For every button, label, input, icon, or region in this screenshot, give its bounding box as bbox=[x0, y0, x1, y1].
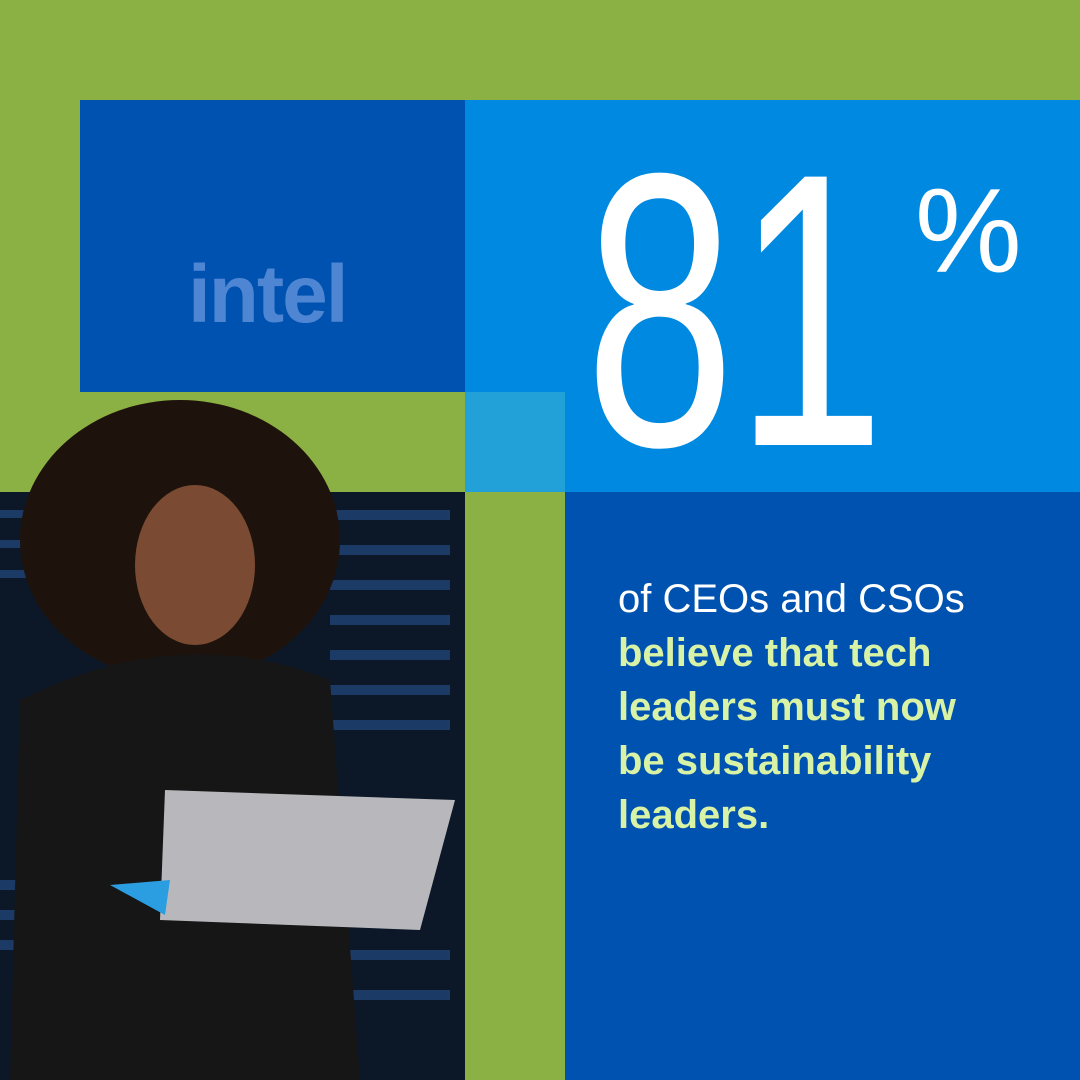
stat-highlight: leaders. bbox=[618, 793, 769, 837]
logo-panel bbox=[80, 100, 465, 392]
stat-lead: of CEOs and CSOs bbox=[618, 577, 965, 621]
stat-highlight: leaders must now bbox=[618, 685, 957, 729]
stat-value: 81 bbox=[585, 92, 885, 528]
stat-highlight: be sustainability bbox=[618, 739, 932, 783]
brand-logo: intel bbox=[188, 249, 347, 340]
laptop bbox=[160, 790, 455, 930]
text-panel bbox=[565, 492, 1080, 1080]
stat-unit: % bbox=[915, 164, 1022, 298]
accent-square bbox=[465, 392, 565, 492]
photo bbox=[0, 400, 465, 1080]
stat-panel bbox=[465, 100, 1080, 492]
face bbox=[135, 485, 255, 645]
laptop-edge bbox=[110, 880, 170, 915]
stat-highlight: believe that tech bbox=[618, 631, 931, 675]
